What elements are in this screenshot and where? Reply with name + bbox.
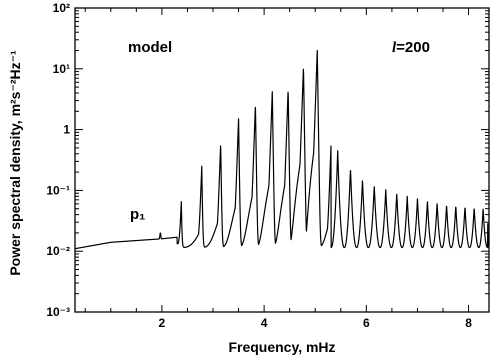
model-annotation: model [128, 39, 172, 56]
y-tick-label: 10⁻² [46, 244, 70, 258]
y-tick-label: 10¹ [53, 62, 70, 76]
degree-annotation: l=200 [392, 39, 430, 56]
degree-value: =200 [396, 39, 430, 56]
y-tick-label: 10⁻³ [46, 305, 70, 319]
degree-symbol: l [392, 40, 397, 56]
y-axis-label: Power spectral density, m²s⁻²Hz⁻¹ [7, 50, 23, 276]
y-tick-label: 1 [63, 123, 70, 137]
spectrum-curve [74, 49, 489, 250]
y-tick-label: 10² [53, 1, 70, 15]
plot-area: 2 4 6 8 10⁻³ 10⁻² 10⁻¹ 1 10¹ 10² [46, 1, 490, 330]
x-tick-label: 2 [159, 316, 166, 330]
y-tick-label: 10⁻¹ [46, 183, 70, 197]
p1-annotation: p₁ [130, 206, 145, 223]
x-axis-label: Frequency, mHz [228, 339, 335, 355]
x-tick-label: 4 [261, 316, 268, 330]
x-tick-label: 6 [363, 316, 370, 330]
x-tick-label: 8 [465, 316, 472, 330]
plot-frame [74, 7, 490, 313]
